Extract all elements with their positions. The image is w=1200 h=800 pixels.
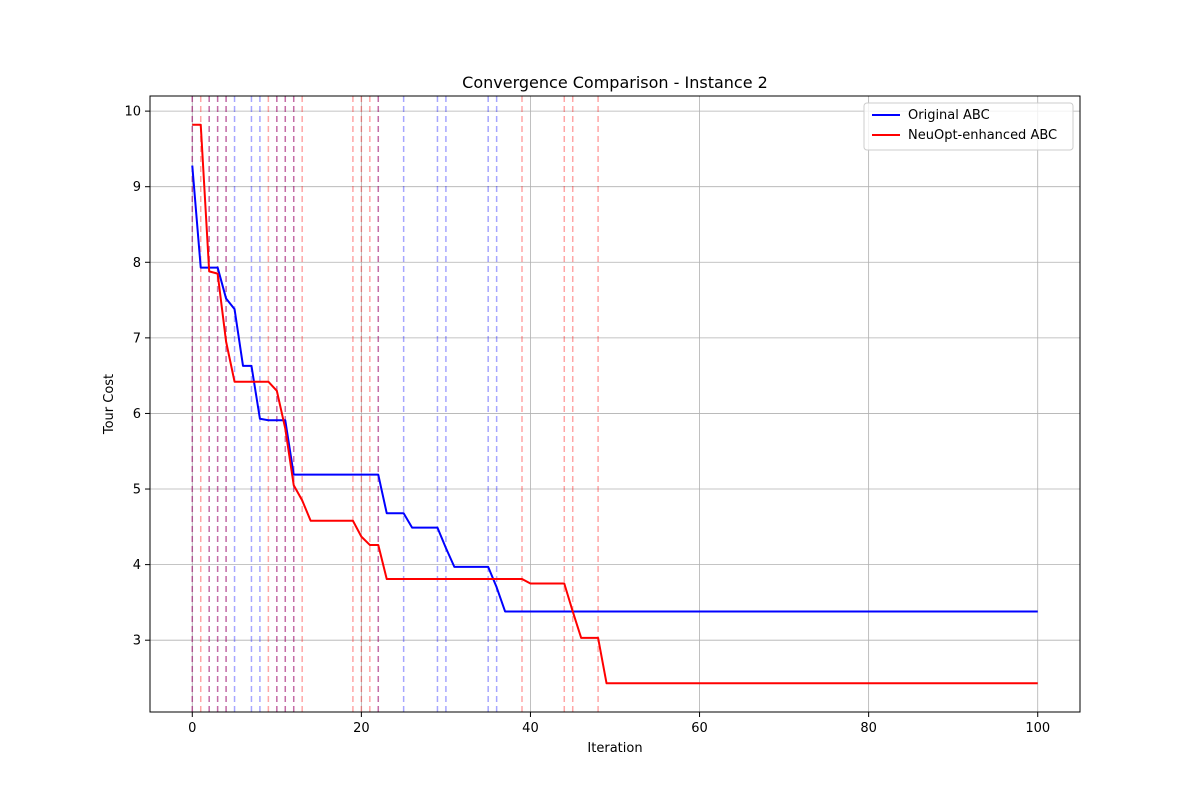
y-tick-label: 8 bbox=[133, 256, 141, 271]
series-line-original-abc bbox=[191, 165, 1038, 613]
y-tick-label: 9 bbox=[133, 180, 141, 195]
y-tick-label: 7 bbox=[133, 331, 141, 346]
x-tick-label: 0 bbox=[188, 721, 196, 736]
chart-title: Convergence Comparison - Instance 2 bbox=[462, 73, 768, 92]
legend: Original ABC NeuOpt-enhanced ABC bbox=[863, 102, 1074, 151]
y-tick-label: 5 bbox=[133, 483, 141, 498]
x-tick-label: 20 bbox=[353, 721, 370, 736]
legend-label-neuopt-abc: NeuOpt-enhanced ABC bbox=[908, 128, 1057, 143]
series-lines bbox=[191, 123, 1038, 685]
y-tick-label: 4 bbox=[133, 558, 141, 573]
x-tick-label: 80 bbox=[860, 721, 877, 736]
y-axis-label: Tour Cost bbox=[102, 374, 117, 435]
x-axis-label: Iteration bbox=[587, 741, 642, 756]
legend-box bbox=[863, 102, 1074, 151]
x-tick-label: 60 bbox=[691, 721, 708, 736]
y-tick-label: 3 bbox=[133, 634, 141, 649]
grid-lines bbox=[150, 96, 1080, 712]
plot-frame bbox=[149, 95, 1081, 713]
y-tick-label: 6 bbox=[133, 407, 141, 422]
axis-ticks: 0 20 40 60 80 100 3 4 5 6 7 8 9 10 bbox=[124, 105, 1050, 736]
series-line-neuopt-enhanced-abc bbox=[192, 123, 1038, 685]
legend-label-original-abc: Original ABC bbox=[908, 108, 990, 123]
x-tick-label: 40 bbox=[522, 721, 539, 736]
y-tick-label: 10 bbox=[124, 105, 141, 120]
x-tick-label: 100 bbox=[1025, 721, 1050, 736]
